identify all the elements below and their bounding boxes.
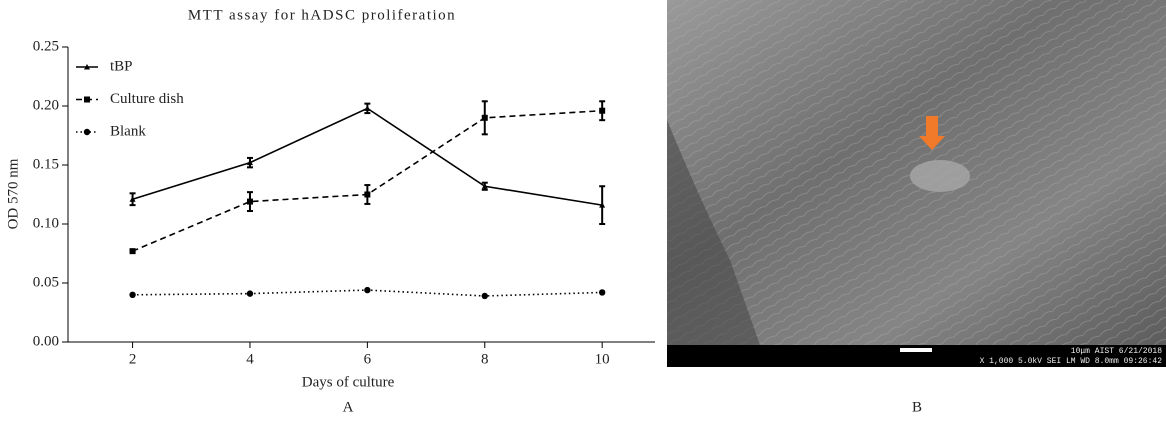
x-tick-label: 4 <box>246 351 254 367</box>
data-point <box>247 290 253 296</box>
chart-title: MTT assay for hADSC proliferation <box>188 7 456 23</box>
data-point <box>364 287 370 293</box>
sem-scale: 10μm AIST 6/21/2018 <box>1071 347 1162 356</box>
sem-image: 10μm AIST 6/21/2018 X 1,000 5.0kV SEI LM… <box>667 0 1166 367</box>
sem-info: X 1,000 5.0kV SEI LM WD 8.0mm 09:26:42 <box>980 357 1163 366</box>
data-point <box>364 105 370 111</box>
y-axis-label: OD 570 nm <box>5 158 21 229</box>
data-point <box>482 115 488 121</box>
data-point <box>482 293 488 299</box>
data-point <box>130 248 136 254</box>
sem-cell <box>910 160 970 192</box>
panel-label: A <box>343 399 354 415</box>
x-tick-label: 8 <box>481 351 489 367</box>
series-line <box>133 111 603 251</box>
y-tick-label: 0.15 <box>33 156 59 172</box>
x-tick-label: 6 <box>364 351 372 367</box>
y-tick-label: 0.05 <box>33 274 59 290</box>
x-tick-label: 10 <box>595 351 610 367</box>
legend-marker <box>84 129 90 135</box>
y-tick-label: 0.25 <box>33 38 59 54</box>
legend-label: Culture dish <box>110 91 184 107</box>
scale-bar <box>900 348 932 352</box>
legend-label: tBP <box>110 58 133 74</box>
legend-marker <box>84 97 90 103</box>
data-point <box>364 192 370 198</box>
x-tick-label: 2 <box>129 351 137 367</box>
y-tick-label: 0.00 <box>33 333 59 349</box>
x-axis-label: Days of culture <box>302 374 395 390</box>
data-point <box>599 289 605 295</box>
y-tick-label: 0.20 <box>33 97 59 113</box>
data-point <box>599 108 605 114</box>
figure: MTT assay for hADSC proliferation Days o… <box>0 0 1166 424</box>
data-point <box>247 199 253 205</box>
data-point <box>129 292 135 298</box>
y-tick-label: 0.10 <box>33 215 59 231</box>
panel-label: B <box>912 399 922 415</box>
legend-label: Blank <box>110 123 146 139</box>
